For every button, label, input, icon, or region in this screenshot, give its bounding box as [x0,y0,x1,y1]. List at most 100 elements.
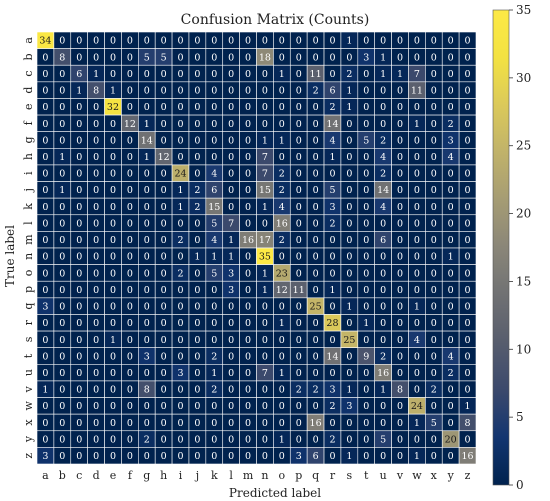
cell-value: 0 [397,202,403,213]
cell-value: 0 [59,268,65,279]
cell-value: 0 [380,252,386,263]
heatmap-cell [458,447,477,465]
cell-value: 0 [76,351,82,362]
cell-value: 1 [363,318,369,329]
cell-value: 0 [296,268,302,279]
cell-value: 0 [194,268,200,279]
cell-value: 0 [194,102,200,113]
cell-value: 3 [346,401,352,412]
cell-value: 0 [346,318,352,329]
cell-value: 24 [411,401,423,412]
cell-value: 0 [144,318,150,329]
cell-value: 0 [380,86,386,97]
cell-value: 0 [211,119,217,130]
cell-value: 6 [211,185,217,196]
cell-value: 0 [313,185,319,196]
cell-value: 0 [346,368,352,379]
cell-value: 5 [329,185,335,196]
cell-value: 0 [329,368,335,379]
cell-value: 0 [76,302,82,313]
cell-value: 0 [262,69,268,80]
cell-value: 0 [144,169,150,180]
cell-value: 0 [76,401,82,412]
cell-value: 0 [76,434,82,445]
cell-value: 0 [42,401,48,412]
x-tick-label: e [110,469,117,482]
cell-value: 0 [431,268,437,279]
cell-value: 0 [127,318,133,329]
cell-value: 0 [313,52,319,63]
cell-value: 0 [76,318,82,329]
cell-value: 0 [127,368,133,379]
cell-value: 0 [279,119,285,130]
cell-value: 0 [127,351,133,362]
cell-value: 0 [296,335,302,346]
cell-value: 0 [59,169,65,180]
cell-value: 0 [161,235,167,246]
cell-value: 0 [414,152,420,163]
cell-value: 0 [465,385,471,396]
cell-value: 1 [346,385,352,396]
y-tick-label: x [22,419,35,426]
cell-value: 0 [465,351,471,362]
cell-value: 0 [431,169,437,180]
cell-value: 0 [161,268,167,279]
cell-value: 0 [211,302,217,313]
cell-value: 7 [414,69,420,80]
cell-value: 0 [177,252,183,263]
cell-value: 0 [296,185,302,196]
cell-value: 2 [329,434,335,445]
cell-value: 12 [158,152,170,163]
cell-value: 0 [194,235,200,246]
x-tick-label: l [229,469,233,482]
cell-value: 0 [313,135,319,146]
cell-value: 0 [211,418,217,429]
y-axis-ticks: a b c d e f g h i j k l m n o p q r s t u vw x y z [22,37,35,459]
cell-value: 0 [296,318,302,329]
cell-value: 0 [59,69,65,80]
cell-value: 3 [363,52,369,63]
cell-value: 15 [259,185,271,196]
cell-value: 0 [194,36,200,47]
cell-value: 0 [431,152,437,163]
cell-value: 0 [93,202,99,213]
cell-value: 0 [380,418,386,429]
cell-value: 1 [346,451,352,462]
cell-value: 0 [363,418,369,429]
cell-value: 6 [380,235,386,246]
cell-value: 0 [313,252,319,263]
cell-value: 0 [245,434,251,445]
cell-value: 16 [462,451,474,462]
cell-value: 0 [245,202,251,213]
cell-value: 0 [42,185,48,196]
cell-value: 8 [144,385,150,396]
cell-value: 0 [313,119,319,130]
cell-value: 0 [161,119,167,130]
cell-value: 0 [144,235,150,246]
cell-value: 0 [296,351,302,362]
cell-value: 0 [177,102,183,113]
cell-value: 0 [228,185,234,196]
cell-value: 0 [380,302,386,313]
cell-value: 0 [414,285,420,296]
cell-value: 0 [245,368,251,379]
cell-value: 0 [346,252,352,263]
cell-value: 2 [448,368,454,379]
cell-value: 1 [110,86,116,97]
cell-value: 0 [448,401,454,412]
cell-value: 0 [414,169,420,180]
cell-value: 0 [110,285,116,296]
cell-value: 0 [431,318,437,329]
cell-value: 2 [144,434,150,445]
x-tick-label: s [347,469,353,482]
cell-value: 2 [346,69,352,80]
cell-value: 0 [296,418,302,429]
cell-value: 1 [279,434,285,445]
cell-value: 0 [262,418,268,429]
cell-value: 1 [177,185,183,196]
cell-value: 5 [380,434,386,445]
cell-value: 0 [397,235,403,246]
cell-value: 0 [296,102,302,113]
cell-value: 1 [329,152,335,163]
cell-value: 0 [397,218,403,229]
